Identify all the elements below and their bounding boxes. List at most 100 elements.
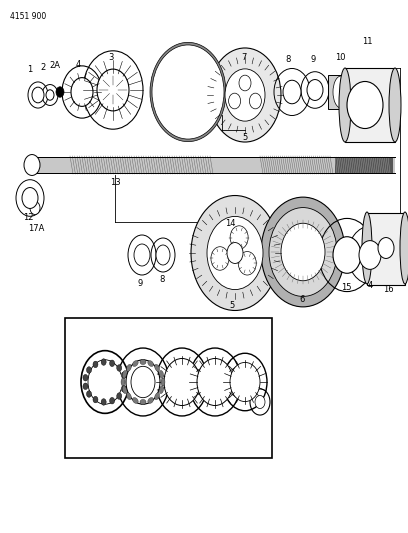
Circle shape bbox=[255, 395, 265, 408]
Text: 19: 19 bbox=[173, 335, 183, 344]
Circle shape bbox=[230, 362, 260, 401]
Bar bbox=[32, 157, 395, 173]
Ellipse shape bbox=[148, 360, 153, 367]
Circle shape bbox=[97, 69, 129, 111]
Circle shape bbox=[24, 155, 40, 175]
Circle shape bbox=[378, 238, 394, 259]
Circle shape bbox=[225, 69, 265, 121]
Circle shape bbox=[93, 397, 98, 403]
Text: 17: 17 bbox=[85, 335, 95, 344]
Circle shape bbox=[359, 240, 381, 269]
Ellipse shape bbox=[362, 212, 372, 284]
Circle shape bbox=[333, 237, 361, 273]
Ellipse shape bbox=[155, 365, 160, 372]
Circle shape bbox=[207, 216, 263, 289]
Circle shape bbox=[228, 93, 241, 109]
Circle shape bbox=[121, 372, 126, 378]
Circle shape bbox=[164, 359, 200, 406]
Circle shape bbox=[32, 87, 44, 103]
Circle shape bbox=[101, 399, 106, 405]
Text: 16: 16 bbox=[383, 286, 393, 295]
Text: 12: 12 bbox=[23, 214, 33, 222]
Bar bbox=[367, 213, 405, 285]
Text: "O" RUNNING CLUTCH: "O" RUNNING CLUTCH bbox=[128, 437, 208, 443]
Circle shape bbox=[269, 207, 337, 296]
Text: 15: 15 bbox=[341, 284, 351, 293]
Ellipse shape bbox=[122, 386, 126, 393]
Text: 9: 9 bbox=[310, 55, 316, 64]
Circle shape bbox=[152, 45, 224, 139]
Circle shape bbox=[83, 383, 88, 390]
Circle shape bbox=[56, 87, 64, 97]
Text: 7: 7 bbox=[241, 52, 247, 61]
Text: 11: 11 bbox=[362, 37, 372, 46]
Circle shape bbox=[121, 385, 126, 392]
Text: 21: 21 bbox=[238, 335, 248, 344]
Circle shape bbox=[347, 82, 383, 128]
Circle shape bbox=[71, 78, 93, 107]
Ellipse shape bbox=[148, 398, 153, 403]
Ellipse shape bbox=[140, 359, 146, 365]
Circle shape bbox=[166, 63, 210, 121]
Text: 6: 6 bbox=[299, 295, 305, 304]
Text: 18: 18 bbox=[132, 335, 142, 344]
Ellipse shape bbox=[400, 212, 408, 284]
Text: 5: 5 bbox=[229, 301, 235, 310]
Ellipse shape bbox=[126, 393, 131, 400]
Text: 10: 10 bbox=[335, 53, 345, 62]
Circle shape bbox=[227, 243, 243, 263]
Text: 5: 5 bbox=[242, 133, 248, 142]
Ellipse shape bbox=[121, 378, 125, 386]
Text: 3: 3 bbox=[108, 53, 114, 62]
Circle shape bbox=[283, 80, 301, 104]
Ellipse shape bbox=[140, 399, 146, 405]
Text: 14: 14 bbox=[225, 219, 235, 228]
Circle shape bbox=[88, 360, 122, 404]
Circle shape bbox=[209, 48, 281, 142]
Ellipse shape bbox=[133, 360, 138, 367]
Text: 2: 2 bbox=[40, 63, 46, 72]
Text: 8: 8 bbox=[285, 55, 290, 64]
Circle shape bbox=[30, 201, 40, 214]
Text: 9: 9 bbox=[137, 279, 143, 287]
Circle shape bbox=[249, 93, 262, 109]
Circle shape bbox=[150, 42, 226, 142]
Circle shape bbox=[46, 90, 54, 100]
Circle shape bbox=[86, 367, 91, 373]
Ellipse shape bbox=[133, 398, 138, 403]
Ellipse shape bbox=[389, 68, 401, 142]
Circle shape bbox=[117, 393, 122, 399]
Circle shape bbox=[110, 360, 115, 367]
Circle shape bbox=[238, 252, 256, 275]
Circle shape bbox=[307, 79, 323, 100]
Circle shape bbox=[131, 366, 155, 398]
Bar bbox=[335, 157, 393, 173]
Bar bbox=[65, 318, 272, 458]
Bar bbox=[345, 68, 395, 142]
Ellipse shape bbox=[155, 393, 160, 400]
Ellipse shape bbox=[160, 370, 164, 378]
Circle shape bbox=[230, 226, 248, 249]
Circle shape bbox=[239, 75, 251, 91]
Circle shape bbox=[211, 247, 229, 270]
Text: 1: 1 bbox=[27, 66, 33, 75]
Ellipse shape bbox=[339, 68, 351, 142]
Ellipse shape bbox=[126, 365, 131, 372]
Circle shape bbox=[83, 375, 88, 381]
Wedge shape bbox=[120, 372, 129, 393]
Ellipse shape bbox=[156, 245, 170, 265]
Circle shape bbox=[126, 360, 160, 404]
Ellipse shape bbox=[333, 76, 349, 108]
Ellipse shape bbox=[161, 378, 165, 386]
Circle shape bbox=[86, 391, 91, 397]
Text: 4: 4 bbox=[367, 281, 373, 290]
Text: 17A: 17A bbox=[28, 223, 44, 232]
Bar bbox=[328, 75, 354, 109]
Text: 4151 900: 4151 900 bbox=[10, 12, 46, 21]
Circle shape bbox=[197, 359, 233, 406]
Circle shape bbox=[110, 398, 115, 404]
Text: 2A: 2A bbox=[49, 61, 60, 69]
Circle shape bbox=[117, 365, 122, 371]
Circle shape bbox=[191, 196, 279, 311]
Circle shape bbox=[101, 359, 106, 365]
